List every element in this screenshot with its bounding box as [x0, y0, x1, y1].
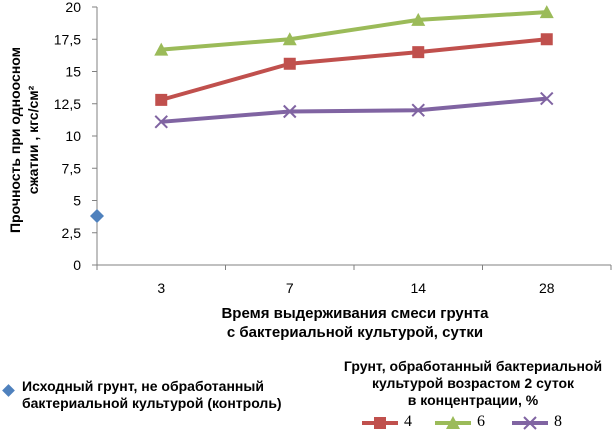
y-tick-label: 17,5	[54, 31, 81, 47]
x-marker-stroke	[411, 103, 425, 117]
y-tick-label: 20	[65, 0, 81, 15]
legend-entry-label: 4	[404, 413, 412, 430]
series-lines	[160, 10, 547, 124]
series-line-6	[161, 10, 547, 52]
y-tick-label: 12,5	[54, 96, 81, 112]
legend-entry-label: 8	[554, 413, 562, 430]
triangle-marker	[282, 32, 297, 46]
square-marker	[540, 33, 553, 46]
square-marker	[412, 46, 425, 59]
diamond-marker-icon	[2, 384, 15, 397]
legend-control: Исходный грунт, не обработанный бактериа…	[0, 372, 330, 422]
legend-series-title-line-1: Грунт, обработанный бактериальной	[343, 358, 603, 374]
legend-series: Грунт, обработанный бактериальной культу…	[330, 358, 616, 439]
legend-control-label: Исходный грунт, не обработанный бактериа…	[22, 378, 322, 412]
series-markers	[90, 5, 554, 223]
x-tick-labels: 3 7 14 28	[157, 280, 554, 296]
x-tick-label: 3	[157, 280, 165, 296]
x-marker-stroke	[540, 91, 554, 106]
square-marker	[283, 57, 296, 70]
x-axis-title-line-2: с бактериальной культурой, сутки	[227, 324, 483, 341]
y-tick-labels: 0 2,5 5 7,5 10 12,5 15 17,5 20	[54, 0, 81, 273]
x-marker-stroke	[154, 115, 168, 129]
x-marker	[283, 104, 297, 119]
y-axis-title-line-1: Прочность при одноосном	[7, 47, 23, 233]
y-tick-label: 10	[65, 128, 81, 144]
y-axis-title-line-2: сжатии , кгс/см²	[25, 85, 41, 194]
legend-swatch	[512, 416, 548, 430]
x-marker-stroke	[523, 416, 537, 430]
x-marker-stroke	[283, 104, 297, 119]
legend-entries: 4 6 8	[330, 412, 616, 434]
x-tick-label: 28	[539, 280, 555, 296]
legend-series-title: Грунт, обработанный бактериальной культу…	[330, 358, 616, 409]
chart-axes	[92, 6, 612, 270]
legend-swatch	[362, 417, 398, 429]
x-marker	[411, 103, 425, 117]
series-line-8	[161, 96, 547, 124]
triangle-marker	[446, 416, 460, 429]
y-tick-label: 5	[73, 193, 81, 209]
x-marker	[540, 91, 554, 106]
x-axis-title-line-1: Время выдерживания смеси грунта	[221, 305, 489, 322]
triangle-marker	[411, 12, 426, 26]
legend-swatch	[435, 416, 471, 429]
x-tick-label: 7	[286, 280, 294, 296]
triangle-marker	[539, 5, 554, 19]
x-marker	[154, 115, 168, 129]
triangle-marker	[154, 42, 169, 56]
series-line-4	[160, 37, 547, 102]
legend-entry-label: 6	[477, 413, 485, 430]
legend-series-title-line-2: культурой возрастом 2 суток	[371, 375, 575, 391]
legend-series-title-line-3: в концентрации, %	[407, 392, 539, 408]
square-marker	[155, 93, 168, 106]
diamond-marker	[90, 208, 104, 223]
x-tick-label: 14	[410, 280, 426, 296]
y-tick-label: 2,5	[62, 225, 82, 241]
x-marker	[523, 416, 537, 430]
legend-control-label-line-1: Исходный грунт, не обработанный	[22, 378, 264, 394]
y-tick-label: 0	[73, 257, 81, 273]
square-marker	[374, 417, 386, 429]
legend-control-label-line-2: бактериальной культурой (контроль)	[22, 395, 282, 411]
y-tick-label: 15	[65, 64, 81, 80]
y-tick-label: 7,5	[62, 160, 82, 176]
